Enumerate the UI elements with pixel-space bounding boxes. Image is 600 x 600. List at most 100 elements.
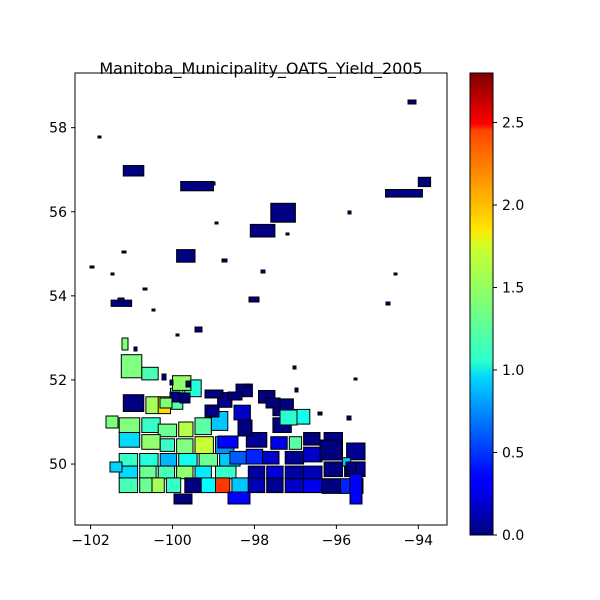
- municipality-region: [176, 438, 194, 454]
- x-tick-label: −98: [240, 533, 270, 549]
- small-region: [292, 365, 297, 370]
- small-region: [159, 397, 173, 409]
- small-region: [161, 373, 167, 381]
- x-tick-label: −100: [153, 533, 191, 549]
- y-tick-label: 56: [49, 205, 67, 221]
- small-region: [214, 221, 219, 225]
- municipality-region: [118, 432, 141, 448]
- small-region: [317, 411, 323, 416]
- small-regions: [89, 99, 417, 505]
- small-region: [265, 397, 281, 409]
- colorbar-ticks: 0.0 0.5 1.0 1.5 2.0 2.5: [493, 116, 524, 544]
- municipality-region: [194, 436, 214, 455]
- municipality-region: [321, 478, 341, 494]
- colorbar-tick-label: 0.5: [502, 446, 524, 462]
- municipality-region: [176, 249, 196, 263]
- small-region: [204, 404, 220, 418]
- municipality-regions: [110, 165, 432, 494]
- municipality-region: [385, 189, 423, 198]
- small-region: [227, 491, 251, 505]
- municipality-region: [266, 477, 284, 494]
- municipality-region: [180, 181, 214, 192]
- small-region: [393, 272, 398, 276]
- small-region: [169, 379, 174, 386]
- small-region: [121, 250, 127, 254]
- small-region: [346, 415, 352, 421]
- small-region: [89, 265, 95, 269]
- small-region: [105, 415, 119, 429]
- municipality-region: [178, 453, 198, 467]
- municipality-region: [284, 465, 305, 480]
- small-region: [285, 232, 290, 236]
- municipality-region: [284, 450, 305, 465]
- municipality-region: [122, 165, 145, 177]
- municipality-region: [303, 446, 323, 463]
- municipality-region: [159, 438, 175, 452]
- municipality-region: [139, 477, 153, 494]
- small-region: [345, 461, 357, 475]
- colorbar-tick-label: 0.0: [502, 528, 524, 544]
- small-region: [347, 210, 352, 215]
- small-region: [169, 391, 181, 403]
- municipality-region: [120, 354, 143, 379]
- small-region: [117, 297, 125, 303]
- municipality-region: [122, 394, 145, 413]
- y-tick-label: 50: [49, 457, 67, 473]
- small-region: [349, 473, 363, 505]
- municipality-region: [198, 453, 219, 467]
- y-tick-label: 58: [49, 121, 67, 137]
- small-region: [204, 389, 224, 399]
- small-region: [260, 269, 266, 274]
- small-region: [109, 461, 123, 473]
- municipality-region: [247, 477, 266, 494]
- small-region: [185, 380, 191, 388]
- small-region: [279, 409, 298, 426]
- municipality-region: [157, 465, 176, 480]
- municipality-region: [270, 202, 296, 223]
- municipality-region: [184, 477, 202, 494]
- municipality-region: [141, 434, 161, 450]
- colorbar-tick-label: 2.0: [502, 198, 524, 214]
- small-region: [353, 377, 358, 381]
- small-region: [407, 99, 417, 105]
- municipality-region: [233, 404, 251, 421]
- municipality-region: [262, 450, 280, 465]
- municipality-region: [157, 423, 178, 438]
- small-region: [294, 387, 299, 393]
- small-region: [142, 287, 148, 291]
- municipality-region: [118, 477, 139, 494]
- municipality-region: [303, 477, 323, 494]
- municipality-region: [159, 453, 178, 467]
- small-region: [173, 493, 193, 505]
- small-region: [248, 296, 260, 303]
- x-axis-ticks: −102 −100 −98 −96 −94: [71, 525, 433, 549]
- y-tick-label: 52: [49, 373, 67, 389]
- map-title: Manitoba_Municipality_OATS_Yield_2005: [99, 59, 422, 79]
- small-region: [133, 346, 138, 352]
- municipality-region: [417, 176, 432, 188]
- municipality-region: [139, 453, 159, 467]
- municipality-region: [270, 436, 288, 450]
- municipality-region: [139, 465, 157, 480]
- municipality-region: [200, 477, 216, 494]
- x-tick-label: −94: [404, 533, 434, 549]
- municipality-region: [245, 448, 264, 465]
- small-region: [227, 391, 243, 401]
- y-axis-ticks: 50 52 54 56 58: [49, 121, 75, 473]
- municipality-region: [249, 223, 276, 238]
- municipality-region: [141, 366, 159, 381]
- small-region: [97, 135, 102, 139]
- colorbar-tick-label: 2.5: [502, 116, 524, 132]
- colorbar-tick-label: 1.0: [502, 363, 524, 379]
- municipality-region: [229, 450, 247, 465]
- municipality-region: [151, 477, 165, 494]
- municipality-region: [247, 465, 266, 480]
- municipality-region: [323, 461, 344, 478]
- y-tick-label: 54: [49, 289, 67, 305]
- small-region: [194, 326, 203, 333]
- municipality-region: [215, 477, 231, 494]
- small-region: [211, 181, 216, 186]
- municipality-region: [303, 432, 321, 446]
- small-region: [151, 308, 156, 312]
